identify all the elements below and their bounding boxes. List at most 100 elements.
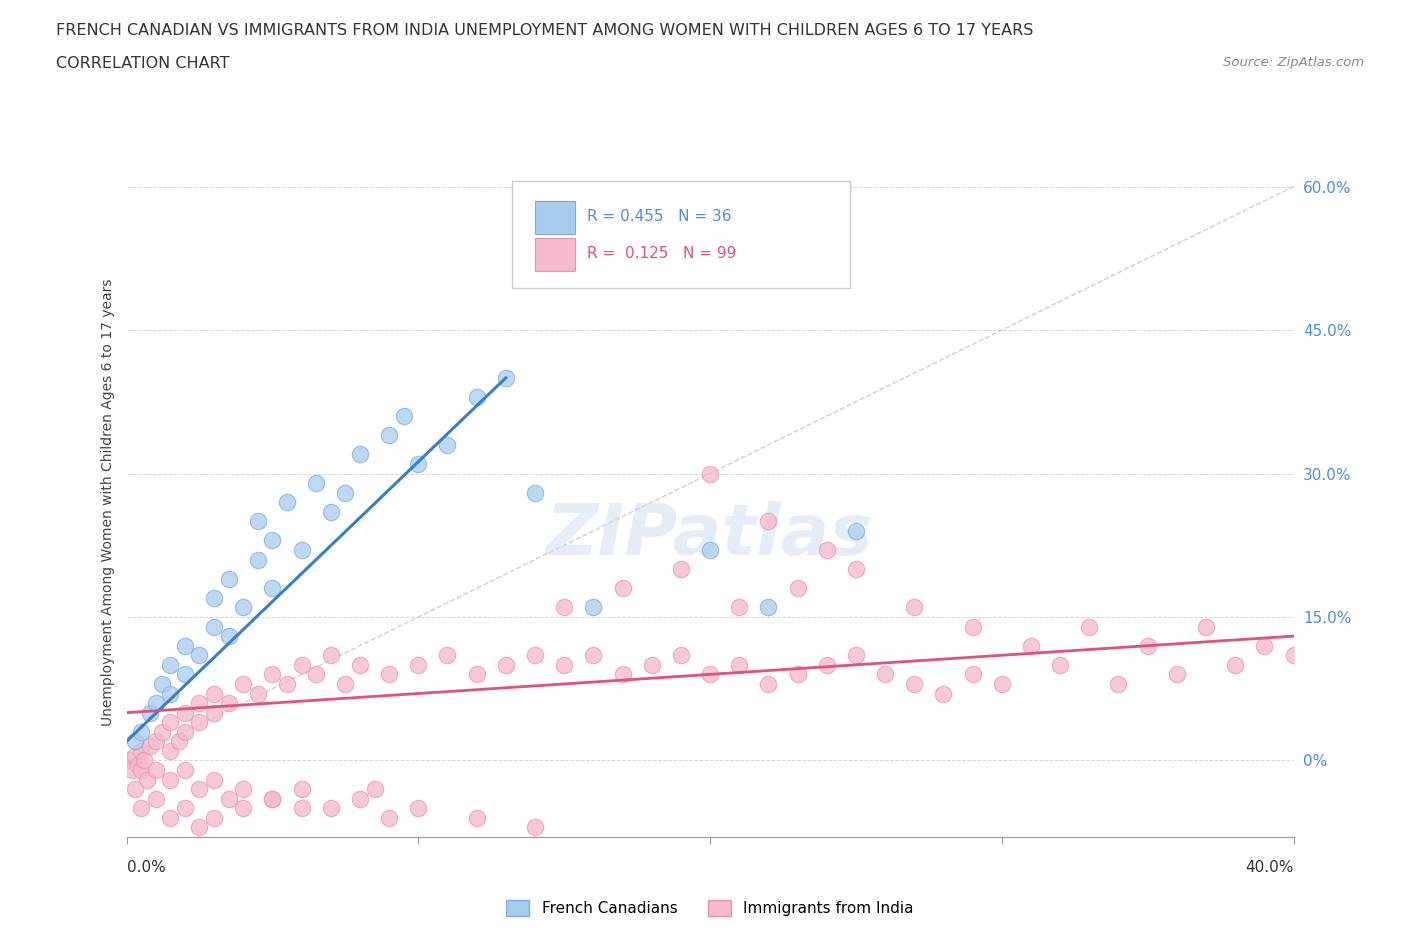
Point (1223, 658, 1247, 672)
Point (641, 658, 664, 672)
Point (1282, 648, 1305, 663)
Point (167, 734, 190, 749)
Y-axis label: Unemployment Among Women with Children Ages 6 to 17 years: Unemployment Among Women with Children A… (101, 278, 115, 726)
Point (290, 542, 312, 557)
Text: ZIPatlas: ZIPatlas (547, 501, 873, 570)
Point (1049, 658, 1071, 672)
Point (129, 743, 152, 758)
Point (174, 638, 197, 653)
Point (129, 724, 152, 739)
Point (174, 705, 197, 720)
Point (495, 658, 517, 672)
Point (962, 667, 984, 682)
Point (145, 791, 167, 806)
Point (582, 648, 605, 663)
Point (127, 758, 149, 773)
Point (875, 667, 897, 682)
Point (246, 552, 269, 567)
Point (612, 667, 634, 682)
Point (669, 648, 692, 663)
Point (990, 676, 1012, 691)
Point (756, 600, 779, 615)
Point (202, 705, 225, 720)
Point (174, 667, 197, 682)
Point (174, 801, 197, 816)
Point (202, 810, 225, 825)
Point (276, 676, 298, 691)
Point (465, 810, 488, 825)
Point (129, 801, 152, 816)
Point (262, 533, 284, 548)
Point (159, 772, 181, 787)
Point (232, 782, 254, 797)
Point (319, 801, 342, 816)
Point (232, 600, 254, 615)
Point (188, 715, 211, 730)
Point (319, 648, 342, 663)
Point (903, 600, 925, 615)
Point (136, 772, 159, 787)
Point (121, 763, 143, 777)
Point (378, 428, 401, 443)
Point (188, 820, 211, 835)
Point (1108, 676, 1130, 691)
Point (728, 600, 751, 615)
Point (232, 801, 254, 816)
Point (319, 504, 342, 519)
Point (188, 696, 211, 711)
Point (524, 485, 547, 500)
Point (553, 600, 575, 615)
Text: 0.0%: 0.0% (127, 860, 166, 875)
Point (903, 676, 925, 691)
Point (159, 715, 181, 730)
Point (290, 801, 312, 816)
Point (1253, 638, 1275, 653)
Point (305, 667, 328, 682)
Legend: French Canadians, Immigrants from India: French Canadians, Immigrants from India (506, 900, 914, 916)
Point (465, 390, 488, 405)
Point (202, 591, 225, 605)
Point (132, 753, 155, 768)
Point (150, 724, 173, 739)
Point (218, 696, 240, 711)
Point (145, 696, 167, 711)
Point (1078, 619, 1101, 634)
Point (262, 791, 284, 806)
Point (436, 648, 458, 663)
Point (363, 782, 385, 797)
Point (202, 619, 225, 634)
Point (218, 791, 240, 806)
Point (202, 772, 225, 787)
FancyBboxPatch shape (512, 180, 851, 288)
Point (159, 658, 181, 672)
Point (408, 801, 430, 816)
Point (159, 686, 181, 701)
Point (276, 495, 298, 510)
Point (218, 629, 240, 644)
Point (124, 749, 146, 764)
Point (262, 667, 284, 682)
Text: R = 0.455   N = 36: R = 0.455 N = 36 (588, 209, 733, 224)
Point (699, 667, 721, 682)
Point (145, 734, 167, 749)
Point (139, 738, 162, 753)
Point (174, 763, 197, 777)
Point (524, 648, 547, 663)
Point (524, 820, 547, 835)
Text: R =  0.125   N = 99: R = 0.125 N = 99 (588, 246, 737, 261)
Point (378, 667, 401, 682)
Point (1136, 638, 1159, 653)
Point (1019, 638, 1042, 653)
Point (305, 475, 328, 490)
Point (188, 782, 211, 797)
Point (699, 542, 721, 557)
Point (845, 562, 868, 577)
Point (118, 753, 141, 768)
Point (139, 705, 162, 720)
Point (246, 686, 269, 701)
Point (290, 782, 312, 797)
Point (582, 600, 605, 615)
Point (495, 370, 517, 385)
Point (188, 648, 211, 663)
Point (786, 581, 808, 596)
